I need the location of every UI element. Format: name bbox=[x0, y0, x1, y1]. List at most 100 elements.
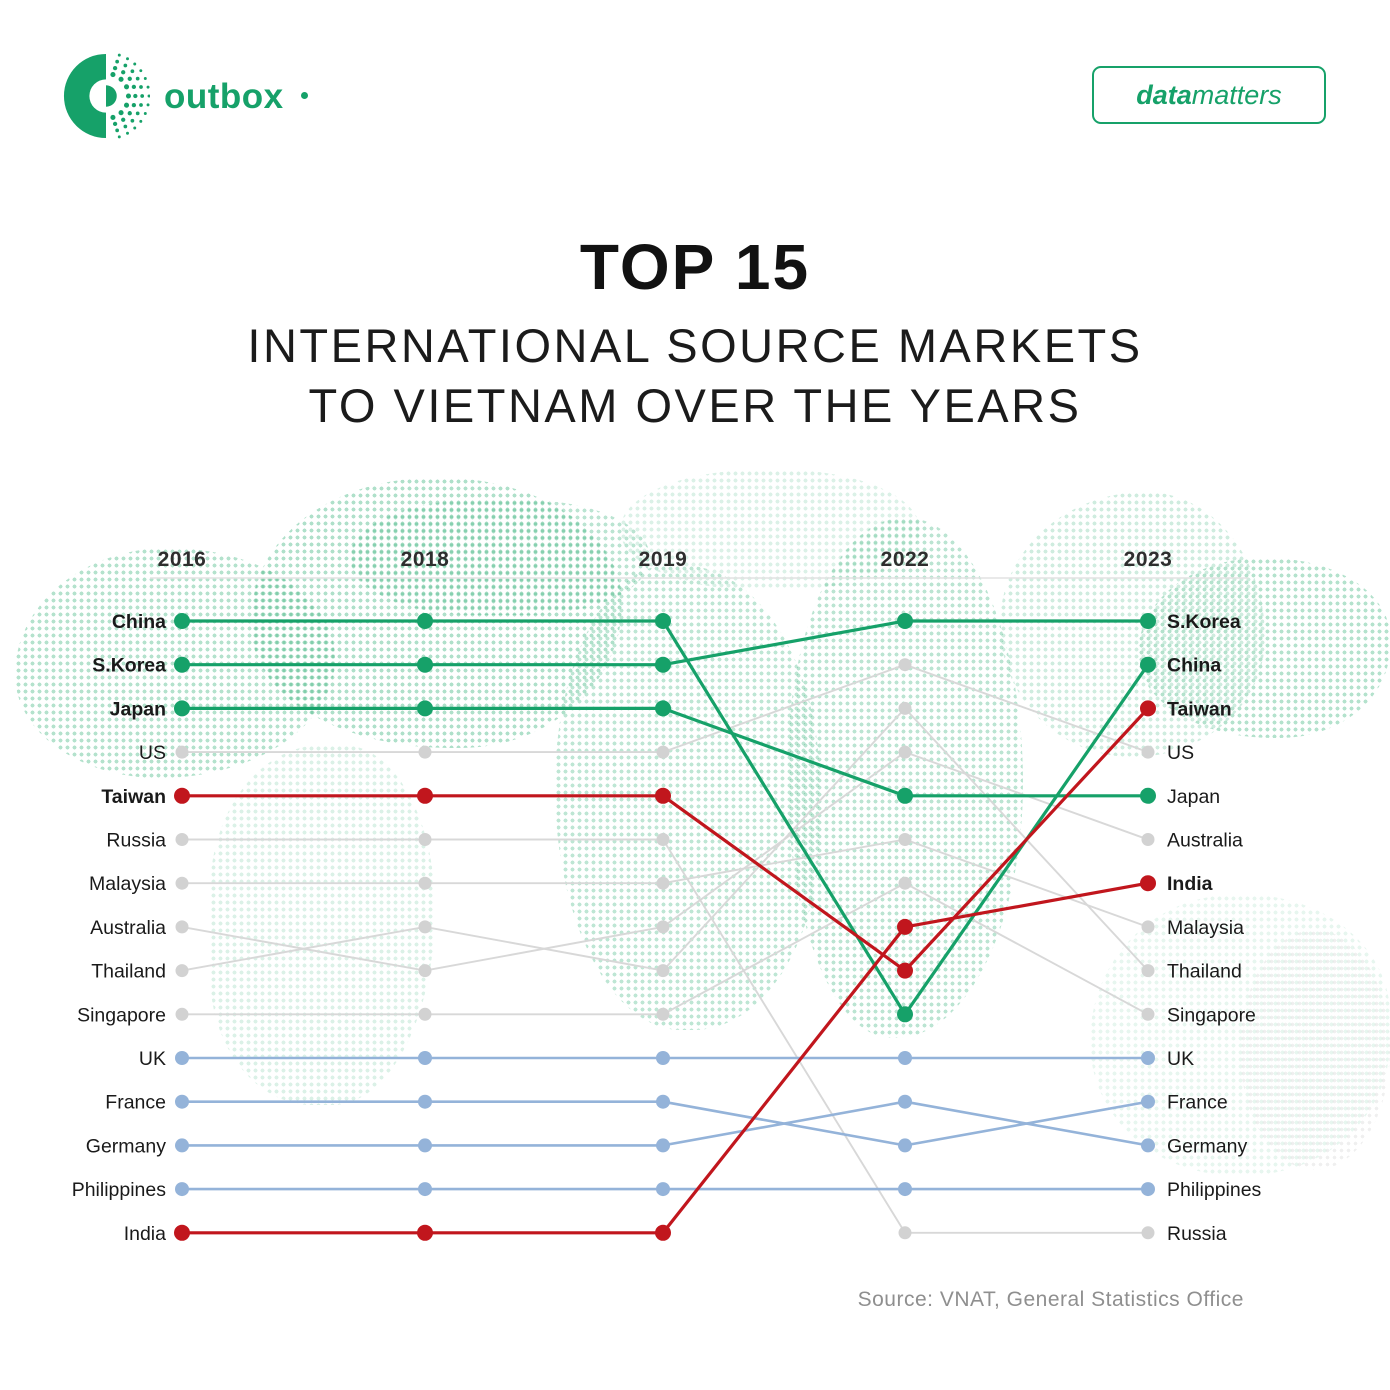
source-note: Source: VNAT, General Statistics Office bbox=[857, 1288, 1244, 1311]
left-label-Australia: Australia bbox=[90, 917, 166, 939]
data-point-India-2023 bbox=[1140, 875, 1156, 892]
right-label-S.Korea: S.Korea bbox=[1167, 611, 1241, 633]
logo-ray-dot bbox=[112, 65, 118, 71]
right-label-Germany: Germany bbox=[1167, 1135, 1247, 1157]
title-block: TOP 15 INTERNATIONAL SOURCE MARKETS TO V… bbox=[0, 230, 1390, 435]
logo-ray-dot bbox=[110, 72, 116, 78]
right-label-Philippines: Philippines bbox=[1167, 1179, 1262, 1201]
left-label-France: France bbox=[105, 1092, 166, 1114]
logo-ray-dot bbox=[143, 77, 147, 80]
data-point-Taiwan-2022 bbox=[897, 962, 913, 979]
data-point-Singapore-2022 bbox=[898, 876, 912, 890]
logo-ray-dot bbox=[115, 59, 120, 64]
logo-ray-dot bbox=[131, 102, 137, 108]
left-label-Taiwan: Taiwan bbox=[101, 786, 166, 808]
logo-ray-dot bbox=[118, 110, 124, 116]
data-point-Japan-2018 bbox=[417, 700, 433, 717]
data-point-Malaysia-2022 bbox=[898, 833, 912, 846]
logo-ray-dot bbox=[123, 63, 128, 68]
data-point-Thailand-2016 bbox=[175, 964, 189, 978]
left-label-S.Korea: S.Korea bbox=[92, 655, 166, 677]
data-point-France-2018 bbox=[418, 1094, 432, 1109]
data-point-S.Korea-2018 bbox=[417, 656, 433, 673]
right-label-Malaysia: Malaysia bbox=[1167, 917, 1244, 939]
data-point-Germany-2018 bbox=[418, 1138, 432, 1153]
data-point-Russia-2018 bbox=[418, 833, 432, 846]
logo-ray-dot bbox=[123, 102, 130, 108]
datamatters-badge-regular-text: matters bbox=[1191, 79, 1282, 110]
left-label-China: China bbox=[112, 611, 166, 633]
left-label-Malaysia: Malaysia bbox=[89, 873, 166, 895]
data-point-UK-2019 bbox=[656, 1051, 670, 1065]
year-label-2019: 2019 bbox=[639, 548, 688, 571]
data-point-Singapore-2016 bbox=[175, 1007, 189, 1021]
data-point-France-2019 bbox=[656, 1094, 670, 1109]
right-label-Russia: Russia bbox=[1167, 1223, 1227, 1245]
data-point-UK-2023 bbox=[1141, 1051, 1155, 1065]
data-point-France-2016 bbox=[175, 1094, 189, 1109]
right-label-France: France bbox=[1167, 1092, 1228, 1114]
data-point-Singapore-2023 bbox=[1141, 1007, 1155, 1021]
data-point-Thailand-2019 bbox=[656, 964, 670, 978]
data-point-Malaysia-2023 bbox=[1141, 920, 1155, 934]
data-point-India-2018 bbox=[417, 1224, 433, 1241]
data-point-S.Korea-2016 bbox=[174, 656, 190, 673]
data-point-Philippines-2023 bbox=[1141, 1182, 1155, 1197]
data-point-Australia-2022 bbox=[898, 745, 912, 759]
series-line-Singapore bbox=[182, 882, 1149, 1016]
logo-ray-dot bbox=[133, 126, 137, 130]
left-label-Russia: Russia bbox=[106, 830, 166, 852]
data-point-Malaysia-2019 bbox=[656, 876, 670, 890]
data-point-Singapore-2019 bbox=[656, 1007, 670, 1021]
logo-ray-dot bbox=[126, 57, 129, 61]
data-point-UK-2022 bbox=[898, 1051, 912, 1065]
data-point-China-2023 bbox=[1140, 656, 1156, 673]
data-point-US-2016 bbox=[175, 745, 189, 759]
data-point-Thailand-2023 bbox=[1141, 964, 1155, 978]
logo-ray-dot bbox=[146, 103, 150, 107]
right-label-India: India bbox=[1167, 873, 1213, 895]
logo-ray-dot bbox=[112, 121, 118, 127]
datamatters-badge: data matters bbox=[1092, 66, 1326, 124]
title-line-1: TOP 15 bbox=[579, 231, 811, 303]
data-point-Russia-2016 bbox=[175, 833, 189, 846]
left-label-Japan: Japan bbox=[110, 698, 166, 720]
data-point-Japan-2019 bbox=[655, 700, 671, 717]
logo-ray-dot bbox=[135, 111, 140, 116]
logo-ray-dot bbox=[126, 131, 129, 135]
right-label-China: China bbox=[1167, 655, 1221, 677]
data-point-Philippines-2022 bbox=[898, 1182, 912, 1197]
logo-ray-dot bbox=[133, 93, 138, 99]
data-point-Germany-2022 bbox=[898, 1094, 912, 1109]
left-label-India: India bbox=[124, 1223, 166, 1245]
data-point-Singapore-2018 bbox=[418, 1007, 432, 1021]
data-point-France-2023 bbox=[1141, 1094, 1155, 1109]
data-point-Taiwan-2023 bbox=[1140, 700, 1156, 717]
left-label-Philippines: Philippines bbox=[72, 1179, 167, 1201]
logo-ray-dot bbox=[123, 84, 130, 90]
logo-ray-dot bbox=[139, 69, 143, 73]
data-point-Russia-2022 bbox=[898, 1226, 912, 1240]
data-point-Australia-2018 bbox=[418, 964, 432, 978]
data-point-Malaysia-2016 bbox=[175, 876, 189, 890]
outbox-logo-icon bbox=[63, 53, 150, 139]
data-point-China-2022 bbox=[897, 1006, 913, 1023]
logo-ray-dot bbox=[130, 69, 135, 74]
data-point-UK-2016 bbox=[175, 1051, 189, 1065]
data-point-Australia-2016 bbox=[175, 920, 189, 934]
series-line-Australia bbox=[181, 751, 1149, 972]
logo-ray-dot bbox=[123, 124, 128, 129]
data-point-Germany-2019 bbox=[656, 1138, 670, 1153]
logo-ray-dot bbox=[127, 111, 132, 116]
year-label-2022: 2022 bbox=[881, 548, 930, 571]
logo-ray-dot bbox=[139, 119, 143, 123]
logo-ray-dot bbox=[146, 85, 150, 89]
data-point-S.Korea-2023 bbox=[1140, 613, 1156, 629]
series-line-Russia bbox=[182, 838, 1148, 1234]
logo-ray-dot bbox=[110, 114, 116, 120]
left-label-US: US bbox=[139, 742, 166, 764]
right-label-Australia: Australia bbox=[1167, 830, 1243, 852]
datamatters-badge-bold-text: data bbox=[1136, 79, 1192, 110]
data-point-UK-2018 bbox=[418, 1051, 432, 1065]
